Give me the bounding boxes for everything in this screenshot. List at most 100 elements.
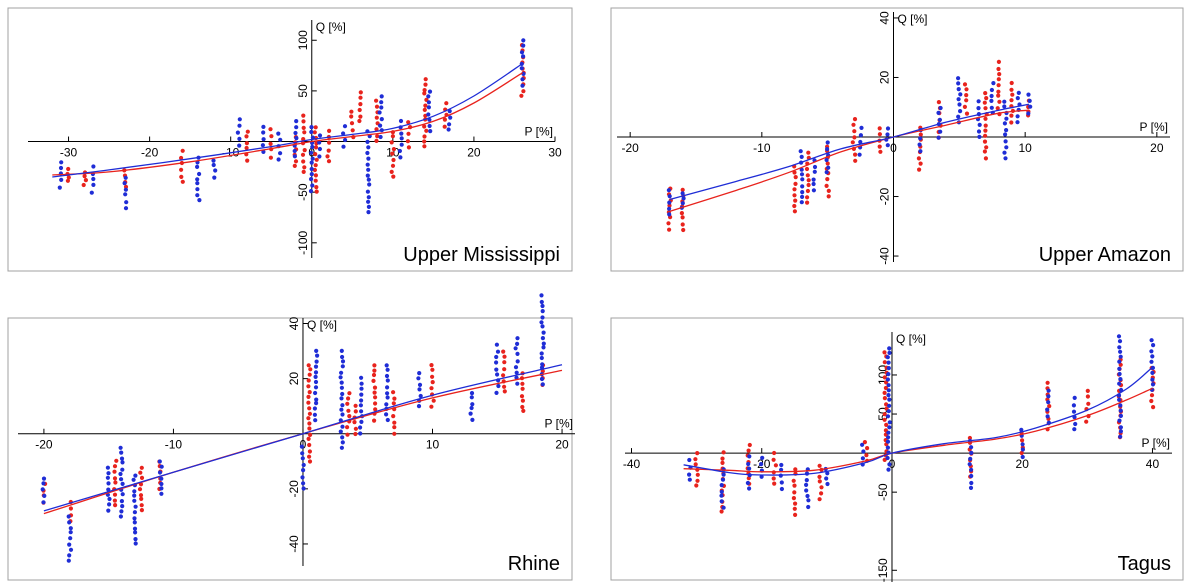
data-point-blue: [989, 98, 994, 103]
y-tick-label: 100: [296, 30, 310, 50]
data-point-red: [1149, 398, 1154, 404]
panel-1: -20 -10 0 10 20 -40 -20 20 40 Q [%] P [%] Upper Ama…: [610, 7, 1184, 272]
data-point-blue: [540, 315, 545, 320]
data-point-red: [326, 159, 332, 164]
data-point-blue: [470, 402, 475, 407]
fit-curve-blue: [43, 364, 563, 512]
x-tick-label: -10: [165, 438, 183, 452]
data-point-red: [679, 211, 685, 216]
data-point-red: [139, 508, 144, 513]
data-point-blue: [469, 391, 475, 396]
data-point-blue: [885, 143, 890, 148]
data-point-red: [693, 462, 698, 467]
data-point-blue: [358, 431, 363, 436]
data-point-red: [313, 125, 318, 130]
data-point-blue: [68, 530, 73, 535]
data-point-blue: [366, 167, 371, 172]
data-point-blue: [540, 382, 545, 387]
data-point-red: [138, 470, 143, 475]
x-tick-label: 40: [1146, 457, 1160, 471]
data-point-red: [817, 497, 822, 502]
x-tick-label: -20: [621, 141, 639, 155]
data-point-blue: [310, 144, 315, 150]
data-point-blue: [365, 189, 370, 194]
data-point-blue: [1028, 104, 1033, 109]
data-point-red: [112, 464, 118, 469]
data-point-blue: [309, 129, 314, 135]
data-point-blue: [1118, 408, 1123, 413]
data-point-red: [791, 496, 797, 501]
data-point-red: [502, 384, 507, 389]
data-point-blue: [513, 365, 519, 370]
data-point-blue: [721, 472, 726, 477]
data-point-blue: [886, 430, 891, 435]
data-point-blue: [1027, 98, 1032, 103]
data-point-blue: [859, 125, 864, 130]
data-point-red: [983, 106, 988, 111]
data-point-blue: [1149, 338, 1154, 343]
data-point-blue: [858, 133, 864, 138]
data-point-blue: [514, 370, 519, 375]
data-point-red: [422, 134, 427, 139]
data-point-red: [301, 119, 306, 124]
data-point-red: [308, 432, 313, 437]
data-point-blue: [91, 182, 96, 187]
data-point-blue: [468, 411, 473, 416]
data-point-red: [819, 485, 824, 490]
data-point-red: [302, 165, 307, 170]
data-point-blue: [448, 115, 453, 120]
data-point-red: [882, 412, 887, 417]
data-point-red: [313, 173, 318, 178]
data-point-red: [771, 476, 776, 481]
data-point-blue: [366, 210, 371, 215]
data-point-red: [179, 155, 184, 161]
data-point-blue: [886, 435, 891, 440]
data-point-blue: [340, 364, 345, 369]
data-point-blue: [759, 462, 764, 467]
data-point-blue: [812, 164, 818, 170]
data-point-red: [721, 450, 726, 455]
data-point-blue: [385, 391, 390, 396]
data-point-blue: [719, 493, 724, 498]
data-point-blue: [825, 481, 830, 487]
data-point-red: [984, 145, 989, 150]
data-point-red: [373, 407, 378, 412]
data-point-blue: [521, 54, 526, 59]
fit-curve-red: [683, 387, 1153, 473]
data-point-blue: [292, 154, 297, 159]
data-point-red: [442, 117, 447, 122]
y-tick-label: 40: [287, 317, 301, 331]
x-axis-label: P [%]: [1140, 120, 1168, 134]
data-point-red: [996, 83, 1001, 88]
data-point-blue: [384, 373, 390, 379]
data-point-blue: [811, 177, 816, 182]
data-point-blue: [494, 360, 499, 365]
data-point-blue: [989, 93, 994, 99]
data-point-red: [997, 72, 1002, 77]
data-point-blue: [886, 467, 891, 472]
data-point-red: [307, 449, 312, 454]
data-point-red: [850, 140, 855, 145]
data-point-blue: [918, 136, 923, 141]
data-point-red: [521, 408, 526, 413]
data-point-blue: [885, 455, 890, 461]
data-point-blue: [1002, 104, 1007, 109]
data-point-red: [520, 386, 525, 391]
data-point-blue: [314, 401, 319, 406]
data-point-blue: [211, 162, 216, 168]
fit-curve-blue: [683, 366, 1153, 476]
data-point-blue: [365, 173, 370, 178]
data-point-blue: [721, 467, 726, 472]
data-point-blue: [1045, 407, 1050, 412]
data-point-blue: [312, 412, 317, 417]
x-tick-label: 0: [300, 438, 307, 452]
data-point-blue: [106, 481, 111, 486]
data-point-blue: [1003, 156, 1008, 161]
data-point-blue: [886, 372, 891, 377]
data-point-blue: [1116, 334, 1122, 339]
data-point-blue: [539, 351, 544, 356]
data-point-blue: [397, 148, 402, 154]
data-point-blue: [157, 459, 162, 464]
data-point-red: [392, 425, 397, 430]
data-point-blue: [237, 143, 242, 148]
